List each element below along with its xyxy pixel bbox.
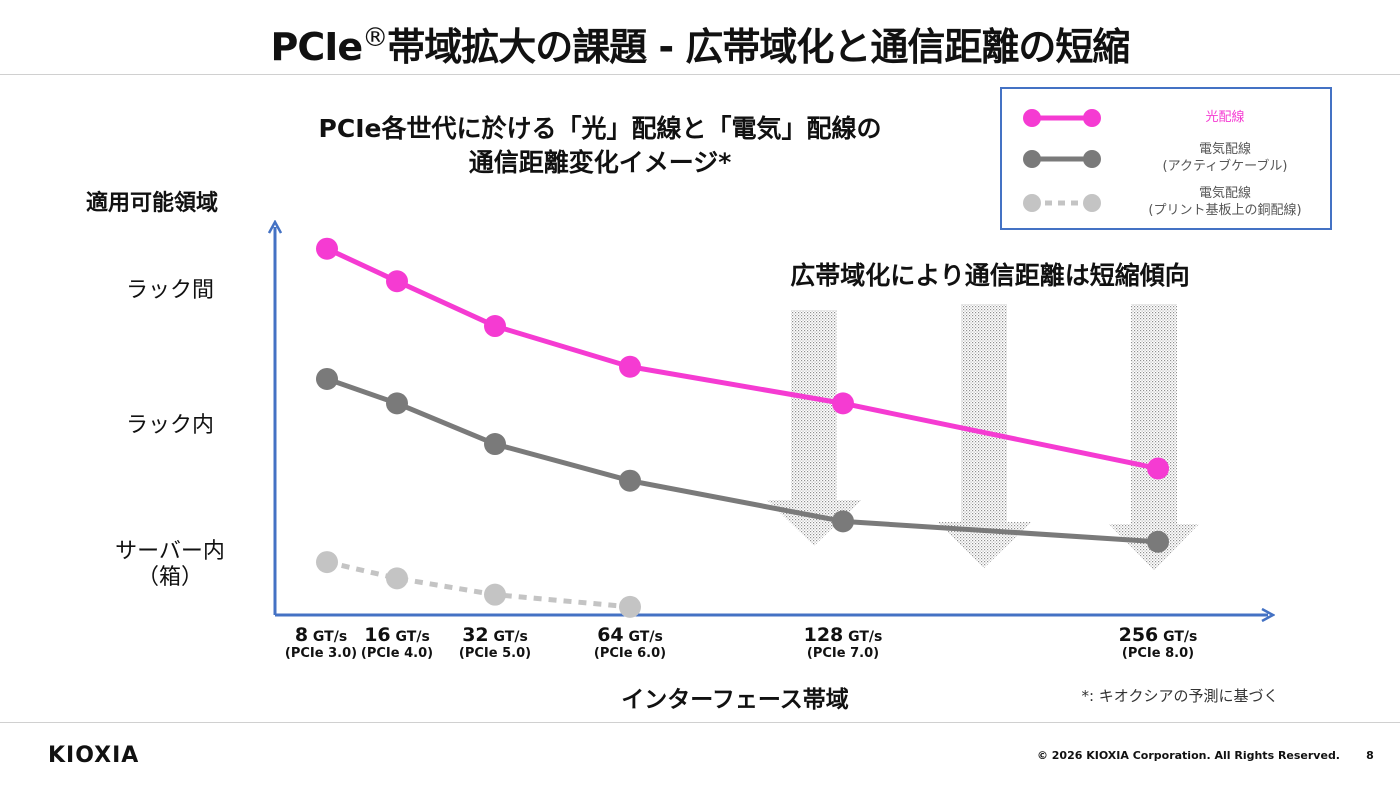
data-point-optical [619,355,641,378]
x-tick-unit: GT/s [1158,629,1198,645]
x-axis-label: インターフェース帯域 [621,687,849,713]
series-line-optical [325,246,1159,471]
data-point-active-cable [386,392,408,415]
trend-arrow [767,310,861,546]
legend-marker-pcb-copper [1023,194,1041,212]
x-tick-value: 16 [364,624,391,646]
y-category-inter-rack: ラック間 [125,278,214,303]
legend-marker-active-cable [1023,150,1041,168]
data-point-pcb-copper [316,551,338,574]
data-point-active-cable [1147,530,1169,553]
x-tick-label: 32 GT/s (PCIe 5.0) [435,624,555,661]
data-point-pcb-copper [484,583,506,606]
x-tick-generation: (PCIe 4.0) [360,646,434,661]
x-tick-unit: GT/s [308,629,348,645]
x-tick-value: 256 [1118,624,1159,646]
series-line-pcb-copper [326,559,631,610]
data-point-active-cable [484,433,506,456]
x-tick-value: 64 [597,624,624,646]
x-tick-generation: (PCIe 3.0) [284,646,358,661]
legend-marker-active-cable [1083,150,1101,168]
page-number: 8 [1366,749,1374,762]
x-tick-label: 256 GT/s (PCIe 8.0) [1098,624,1218,661]
data-point-active-cable [619,469,641,492]
data-point-pcb-copper [386,567,408,590]
data-point-active-cable [832,510,854,533]
x-tick-generation: (PCIe 6.0) [593,646,667,661]
x-tick-generation: (PCIe 5.0) [458,646,532,661]
x-tick-unit: GT/s [488,629,528,645]
data-point-optical [832,392,854,415]
legend: 光配線 電気配線 (アクティブケーブル) 電気配線 (プリント基板上の銅配線) [1000,87,1332,230]
x-tick-unit: GT/s [623,629,663,645]
x-tick-unit: GT/s [843,629,883,645]
x-tick-generation: (PCIe 8.0) [1121,646,1195,661]
copyright: © 2026 KIOXIA Corporation. All Rights Re… [1036,749,1340,762]
title-divider [0,74,1400,75]
data-point-optical [484,315,506,338]
trend-arrow [937,304,1031,568]
y-axis-label: 適用可能領域 [86,191,219,216]
footnote: *: キオクシアの予測に基づく [1081,687,1279,705]
trend-annotation: 広帯域化により通信距離は短縮傾向 [790,261,1190,290]
y-category-in-server: サーバー内 （箱） [115,539,225,590]
trend-arrow [1109,304,1199,570]
x-tick-value: 8 [294,624,309,646]
legend-marker-pcb-copper [1083,194,1101,212]
data-point-optical [316,237,338,260]
series-line-active-cable [326,376,1159,545]
x-tick-label: 128 GT/s (PCIe 7.0) [783,624,903,661]
x-tick-generation: (PCIe 7.0) [806,646,880,661]
data-point-active-cable [316,367,338,390]
data-point-pcb-copper [619,595,641,618]
y-category-in-rack: ラック内 [125,413,214,438]
x-tick-unit: GT/s [390,629,430,645]
data-point-optical [1147,457,1169,480]
x-tick-label: 64 GT/s (PCIe 6.0) [570,624,690,661]
kioxia-logo: KIOXIA [48,743,140,768]
legend-label-active-cable: 電気配線 (アクティブケーブル) [1162,142,1288,174]
x-tick-value: 32 [462,624,489,646]
x-tick-value: 128 [803,624,844,646]
legend-label-optical: 光配線 [1205,110,1245,125]
data-point-optical [386,270,408,293]
legend-marker-optical [1083,109,1101,127]
trend-arrows [767,304,1199,570]
x-tick-label: 16 GT/s (PCIe 4.0) [337,624,457,661]
x-tick-label: 8 GT/s (PCIe 3.0) [261,624,381,661]
footer-divider [0,722,1400,723]
legend-label-pcb-copper: 電気配線 (プリント基板上の銅配線) [1148,186,1302,218]
chart-title: PCIe各世代に於ける「光」配線と「電気」配線の 通信距離変化イメージ* [318,114,882,177]
legend-marker-optical [1023,109,1041,127]
slide-title: PCIe®帯域拡大の課題 - 広帯域化と通信距離の短縮 [270,23,1131,69]
